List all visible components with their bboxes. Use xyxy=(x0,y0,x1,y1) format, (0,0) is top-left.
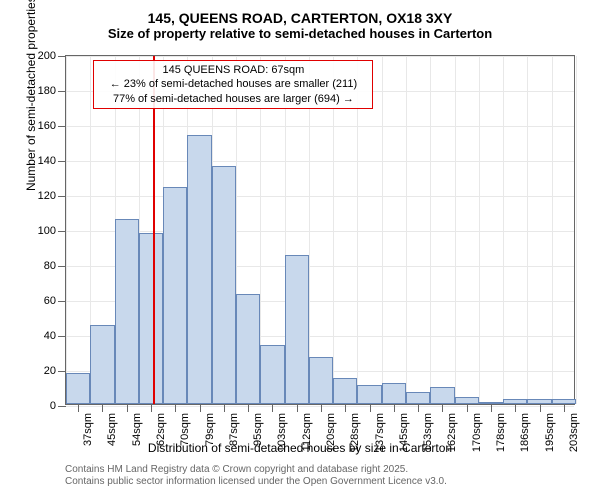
x-tick xyxy=(151,404,152,412)
histogram-bar xyxy=(309,357,333,404)
histogram-bar xyxy=(382,383,406,404)
histogram-bar xyxy=(163,187,187,404)
x-tick xyxy=(321,404,322,412)
footnote-line2: Contains public sector information licen… xyxy=(65,476,447,488)
x-tick xyxy=(200,404,201,412)
callout-box: 145 QUEENS ROAD: 67sqm← 23% of semi-deta… xyxy=(93,60,373,109)
y-tick xyxy=(58,371,66,372)
y-tick xyxy=(58,56,66,57)
y-tick xyxy=(58,336,66,337)
x-tick xyxy=(345,404,346,412)
gridline-v xyxy=(430,56,431,404)
histogram-bar xyxy=(212,166,236,404)
gridline-h xyxy=(66,196,574,197)
x-tick xyxy=(102,404,103,412)
x-tick xyxy=(78,404,79,412)
y-tick-label: 180 xyxy=(38,85,56,97)
y-tick-label: 80 xyxy=(44,260,56,272)
histogram-bar xyxy=(236,294,260,404)
x-tick xyxy=(394,404,395,412)
footnote: Contains HM Land Registry data © Crown c… xyxy=(65,464,447,488)
x-tick xyxy=(442,404,443,412)
y-tick xyxy=(58,91,66,92)
plot-area: 02040608010012014016018020037sqm45sqm54s… xyxy=(65,55,575,405)
y-axis-title: Number of semi-detached properties xyxy=(24,0,38,191)
x-tick xyxy=(564,404,565,412)
y-tick xyxy=(58,126,66,127)
x-tick xyxy=(248,404,249,412)
gridline-v xyxy=(406,56,407,404)
chart-subtitle: Size of property relative to semi-detach… xyxy=(10,26,590,41)
gridline-v xyxy=(382,56,383,404)
histogram-bar xyxy=(115,219,139,405)
gridline-h xyxy=(66,126,574,127)
x-tick xyxy=(491,404,492,412)
x-tick xyxy=(540,404,541,412)
x-tick xyxy=(370,404,371,412)
y-tick xyxy=(58,301,66,302)
footnote-line1: Contains HM Land Registry data © Crown c… xyxy=(65,464,447,476)
histogram-bar xyxy=(333,378,357,404)
histogram-bar xyxy=(455,397,479,404)
y-tick xyxy=(58,196,66,197)
gridline-v xyxy=(66,56,67,404)
gridline-v xyxy=(455,56,456,404)
gridline-v xyxy=(552,56,553,404)
histogram-bar xyxy=(187,135,211,405)
histogram-bar xyxy=(90,325,114,404)
gridline-v xyxy=(576,56,577,404)
histogram-bar xyxy=(285,255,309,404)
callout-line1: 145 QUEENS ROAD: 67sqm xyxy=(100,63,366,77)
x-tick xyxy=(175,404,176,412)
y-tick-label: 60 xyxy=(44,295,56,307)
x-tick xyxy=(418,404,419,412)
y-tick-label: 100 xyxy=(38,225,56,237)
y-tick-label: 160 xyxy=(38,120,56,132)
gridline-v xyxy=(503,56,504,404)
x-tick xyxy=(297,404,298,412)
plot-inner: 02040608010012014016018020037sqm45sqm54s… xyxy=(66,56,574,404)
y-tick-label: 200 xyxy=(38,50,56,62)
histogram-bar xyxy=(406,392,430,404)
chart-container: 145, QUEENS ROAD, CARTERTON, OX18 3XY Si… xyxy=(10,10,590,490)
y-tick xyxy=(58,161,66,162)
callout-line2: ← 23% of semi-detached houses are smalle… xyxy=(100,77,366,91)
gridline-v xyxy=(479,56,480,404)
x-tick xyxy=(127,404,128,412)
gridline-h xyxy=(66,56,574,57)
y-tick xyxy=(58,266,66,267)
x-tick xyxy=(515,404,516,412)
x-tick xyxy=(224,404,225,412)
x-tick xyxy=(272,404,273,412)
histogram-bar xyxy=(260,345,284,405)
x-tick xyxy=(467,404,468,412)
y-tick-label: 20 xyxy=(44,365,56,377)
y-tick-label: 140 xyxy=(38,155,56,167)
y-tick xyxy=(58,406,66,407)
histogram-bar xyxy=(66,373,90,405)
x-axis-title: Distribution of semi-detached houses by … xyxy=(10,441,590,455)
histogram-bar xyxy=(139,233,163,405)
histogram-bar xyxy=(357,385,381,404)
gridline-h xyxy=(66,161,574,162)
y-tick-label: 120 xyxy=(38,190,56,202)
gridline-v xyxy=(527,56,528,404)
y-tick-label: 40 xyxy=(44,330,56,342)
gridline-h xyxy=(66,406,574,407)
chart-title: 145, QUEENS ROAD, CARTERTON, OX18 3XY xyxy=(10,10,590,26)
y-tick-label: 0 xyxy=(50,400,56,412)
histogram-bar xyxy=(430,387,454,405)
callout-line3: 77% of semi-detached houses are larger (… xyxy=(100,92,366,106)
y-tick xyxy=(58,231,66,232)
